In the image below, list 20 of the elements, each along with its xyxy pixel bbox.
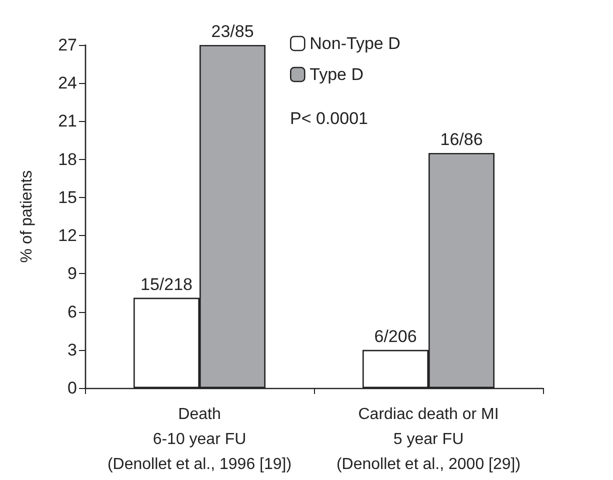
y-tick-label: 3 — [68, 340, 77, 360]
y-tick-label: 15 — [58, 188, 77, 207]
x-tick-label: Death 6-10 year FU (Denollet et al., 1996 [19]) — [107, 406, 292, 473]
y-tick-label: 6 — [68, 302, 77, 322]
y-tick-label: 24 — [58, 74, 77, 93]
y-tick-label: 21 — [58, 112, 77, 131]
y-tick-label: 9 — [68, 264, 77, 284]
y-tick-label: 0 — [68, 378, 77, 398]
y-tick-label: 12 — [58, 226, 77, 246]
y-axis-title: % of patients — [18, 170, 36, 263]
data-label: 6/206 — [374, 326, 417, 346]
y-tick-label: 18 — [58, 150, 77, 169]
y-tick-label: 27 — [58, 36, 77, 54]
data-label: 16/86 — [440, 130, 483, 149]
legend-label: Non-Type D — [310, 34, 400, 53]
x-tick-label: Cardiac death or MI 5 year FU (Denollet et al., 2000 [29]) — [336, 406, 521, 473]
data-label: 23/85 — [211, 22, 254, 41]
annotation: P< 0.0001 — [290, 109, 368, 128]
legend-label: Type D — [310, 65, 364, 84]
data-label: 15/218 — [140, 274, 192, 294]
